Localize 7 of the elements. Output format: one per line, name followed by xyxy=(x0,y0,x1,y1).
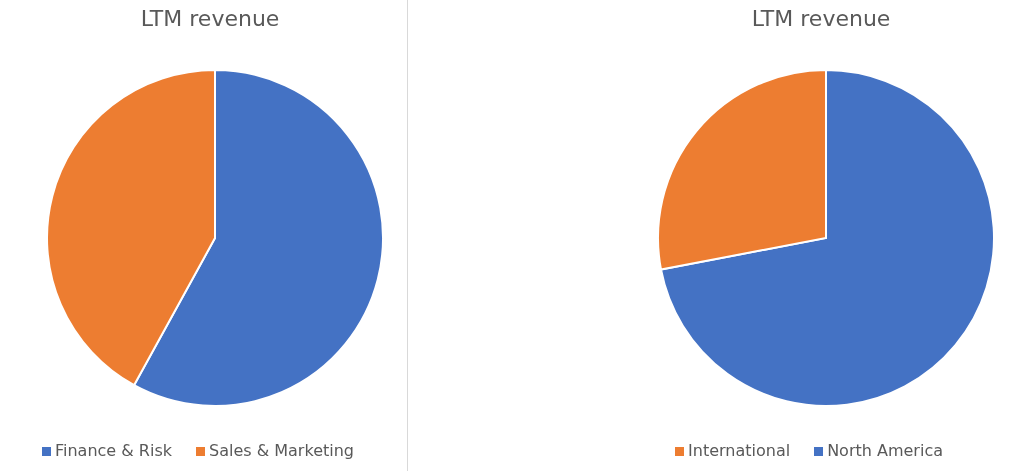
legend-label: Sales & Marketing xyxy=(209,441,354,460)
pie-slice xyxy=(659,69,995,407)
legend-label: International xyxy=(688,441,791,460)
chart-title: LTM revenue xyxy=(750,6,892,31)
legend-label: Finance & Risk xyxy=(54,441,173,460)
legend-label: North America xyxy=(827,441,943,460)
chart-title: LTM revenue xyxy=(139,6,281,31)
